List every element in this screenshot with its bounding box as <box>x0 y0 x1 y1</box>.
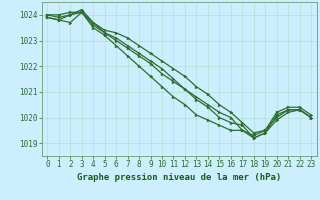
X-axis label: Graphe pression niveau de la mer (hPa): Graphe pression niveau de la mer (hPa) <box>77 173 281 182</box>
